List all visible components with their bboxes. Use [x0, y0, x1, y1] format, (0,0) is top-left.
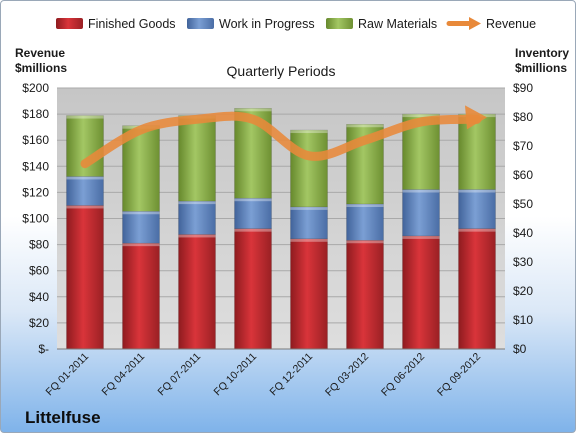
bar-raw-materials — [178, 115, 216, 202]
bar-finished-goods-highlight — [66, 205, 104, 209]
legend-swatch-finished-goods — [56, 18, 83, 29]
bar-raw-materials-highlight — [234, 108, 272, 112]
legend-swatch-raw-materials — [326, 18, 353, 29]
x-tick-label: FQ 03-2012 — [323, 351, 371, 399]
bar-finished-goods-highlight — [402, 235, 440, 239]
legend-label-raw-materials: Raw Materials — [358, 17, 437, 31]
bar-finished-goods — [122, 242, 160, 350]
right-tick-label: $20 — [513, 284, 533, 298]
right-tick-label: $90 — [513, 81, 533, 95]
bar-raw-materials — [458, 113, 496, 190]
chart-title: Quarterly Periods — [227, 63, 336, 79]
legend-swatch-revenue — [446, 17, 481, 30]
bar-finished-goods — [402, 235, 440, 350]
company-name: Littelfuse — [25, 408, 101, 427]
bar-work-in-progress — [290, 206, 328, 240]
left-axis-ticks: $- $20 $40 $60 $80 $100 $120 $140 $160 $180 $200 — [22, 81, 49, 356]
revenue-line-layer — [80, 105, 487, 169]
right-tick-label: $50 — [513, 197, 533, 211]
bar-work-in-progress-highlight — [346, 204, 384, 207]
bar-raw-materials-highlight — [402, 114, 440, 118]
x-tick-label: FQ 01-2011 — [44, 351, 92, 399]
bar-work-in-progress — [178, 200, 216, 235]
left-tick-label: $160 — [22, 133, 49, 147]
x-tick-label: FQ 07-2011 — [156, 351, 204, 399]
right-tick-label: $80 — [513, 110, 533, 124]
bar-work-in-progress-highlight — [290, 206, 328, 210]
legend-swatch-work-in-progress — [187, 18, 214, 29]
bar-finished-goods — [458, 228, 496, 350]
right-tick-label: $60 — [513, 168, 533, 182]
bar-finished-goods — [234, 228, 272, 350]
bar-finished-goods-highlight — [290, 238, 328, 242]
left-tick-label: $80 — [29, 238, 49, 252]
right-tick-label: $10 — [513, 313, 533, 327]
legend-label-revenue: Revenue — [486, 17, 536, 31]
bar-work-in-progress — [122, 211, 160, 244]
right-tick-label: $40 — [513, 226, 533, 240]
left-axis-title-line1: Revenue — [15, 46, 65, 60]
left-tick-label: $20 — [29, 316, 49, 330]
bar-raw-materials-highlight — [290, 130, 328, 134]
bar-finished-goods — [290, 238, 328, 350]
bar-work-in-progress-highlight — [178, 201, 216, 205]
left-tick-label: $100 — [22, 212, 49, 226]
bar-work-in-progress-highlight — [66, 176, 104, 180]
bar-finished-goods-highlight — [346, 240, 384, 244]
bar-finished-goods-highlight — [234, 228, 272, 232]
bar-work-in-progress — [458, 189, 496, 229]
bar-work-in-progress — [66, 176, 104, 206]
bar-work-in-progress — [402, 189, 440, 237]
left-tick-label: $140 — [22, 159, 49, 173]
bar-work-in-progress — [346, 203, 384, 241]
bar-work-in-progress-highlight — [458, 189, 496, 193]
x-tick-label: FQ 12-2011 — [268, 351, 316, 399]
bar-finished-goods — [66, 205, 104, 350]
left-tick-label: $200 — [22, 81, 49, 95]
right-axis-ticks: $0 $10 $20 $30 $40 $50 $60 $70 $80 $90 — [513, 81, 533, 356]
right-tick-label: $30 — [513, 255, 533, 269]
x-tick-label: FQ 09-2012 — [435, 351, 483, 399]
right-axis-title-line1: Inventory — [515, 46, 569, 60]
left-tick-label: $60 — [29, 264, 49, 278]
bar-finished-goods — [346, 240, 384, 350]
bar-series — [66, 108, 496, 350]
right-tick-label: $0 — [513, 342, 527, 356]
bar-finished-goods-highlight — [122, 243, 160, 247]
bar-finished-goods-highlight — [178, 234, 216, 238]
right-axis-title-line2: $millions — [515, 61, 567, 75]
bar-finished-goods — [178, 234, 216, 350]
bar-work-in-progress-highlight — [234, 198, 272, 202]
bar-work-in-progress-highlight — [122, 211, 160, 215]
legend-label-work-in-progress: Work in Progress — [219, 17, 315, 31]
legend: Finished Goods Work in Progress Raw Mate… — [56, 17, 536, 31]
x-tick-label: FQ 06-2012 — [379, 351, 427, 399]
bar-raw-materials-highlight — [346, 124, 384, 128]
bar-finished-goods-highlight — [458, 228, 496, 232]
left-tick-label: $180 — [22, 107, 49, 121]
bar-work-in-progress-highlight — [402, 189, 440, 193]
revenue-arrowhead — [465, 105, 487, 130]
left-tick-label: $40 — [29, 290, 49, 304]
x-axis-ticks: FQ 01-2011 FQ 04-2011 FQ 07-2011 FQ 10-2011… — [44, 351, 484, 399]
left-tick-label: $- — [38, 342, 49, 356]
left-tick-label: $120 — [22, 185, 49, 199]
x-tick-label: FQ 10-2011 — [212, 351, 260, 399]
bar-raw-materials-highlight — [66, 115, 104, 119]
left-axis-title-line2: $millions — [15, 61, 67, 75]
right-tick-label: $70 — [513, 139, 533, 153]
revenue-line — [80, 111, 482, 169]
bar-work-in-progress — [234, 197, 272, 229]
bar-raw-materials — [290, 129, 328, 208]
legend-label-finished-goods: Finished Goods — [88, 17, 176, 31]
x-tick-label: FQ 04-2011 — [100, 351, 148, 399]
